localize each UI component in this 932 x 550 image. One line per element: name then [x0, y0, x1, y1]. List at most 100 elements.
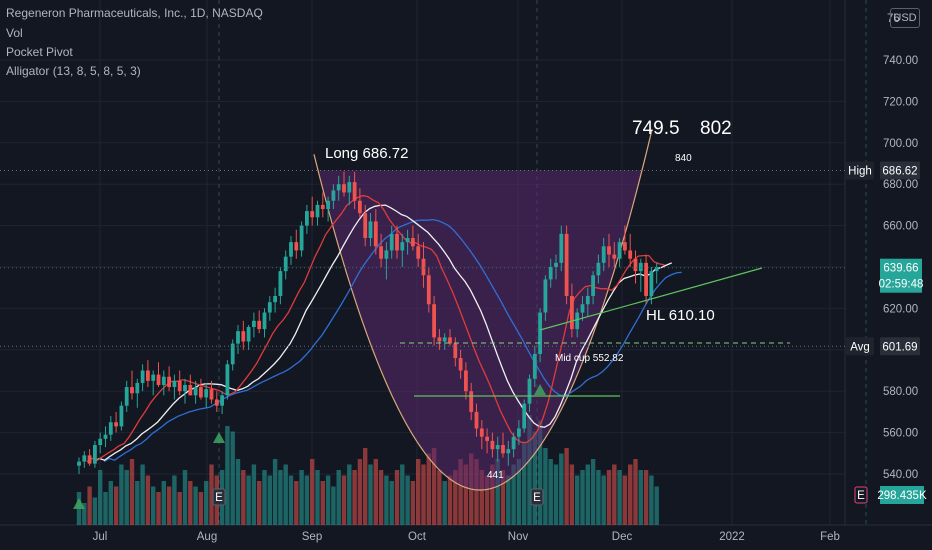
price-axis: 540.00560.00580.00600.00620.00640.00660.…	[883, 13, 918, 481]
high-value-bg	[880, 161, 920, 180]
candle-body	[299, 225, 304, 251]
volume-bar	[278, 470, 283, 525]
earnings-marker[interactable]: E	[530, 488, 544, 506]
volume-bar	[442, 481, 447, 525]
avg-label: Avg	[850, 341, 870, 353]
volume-bar	[421, 464, 426, 525]
candle-body	[580, 304, 585, 313]
x-tick-label: Sep	[302, 531, 322, 543]
candle-body	[453, 343, 458, 359]
x-tick-label: 2022	[719, 531, 745, 543]
candle-body	[289, 242, 293, 257]
volume-bar	[230, 431, 235, 525]
candle-body	[252, 320, 256, 328]
volume-bar	[628, 464, 633, 525]
volume-bar	[336, 470, 341, 525]
x-tick-label: Oct	[408, 531, 427, 543]
candle-body	[204, 389, 209, 398]
pocket-pivot-marker[interactable]	[534, 384, 546, 395]
candle-body	[278, 271, 283, 296]
earnings-axis-badge[interactable]	[854, 486, 868, 504]
currency-button[interactable]: USD	[890, 8, 920, 28]
volume-bar	[633, 459, 638, 525]
annotation-target3: 840	[675, 153, 692, 164]
candle-body	[331, 190, 336, 201]
candle-body	[395, 233, 399, 251]
volume-bar	[569, 464, 575, 525]
volume-bar	[479, 470, 484, 525]
candle-body	[596, 262, 601, 276]
pocket-pivot-marker[interactable]	[213, 432, 225, 443]
volume-bar	[352, 470, 357, 525]
volume-bar	[453, 470, 458, 525]
volume-bar	[495, 459, 500, 525]
volume-bar	[431, 448, 437, 525]
candle-body	[564, 233, 569, 296]
volume-bar	[596, 470, 601, 525]
candle-body	[517, 428, 521, 437]
candle-body	[236, 331, 240, 344]
volume-bar	[193, 486, 198, 525]
candle-body	[283, 256, 288, 272]
candle-body	[607, 246, 611, 255]
volume-bar	[612, 464, 617, 525]
candle-body	[543, 279, 548, 313]
annotation-target2: 802	[700, 118, 732, 139]
volume-bar	[394, 470, 400, 525]
candle-body	[432, 304, 436, 338]
volume-bar	[511, 464, 516, 525]
legend-alligator[interactable]: Alligator (13, 8, 5, 8, 5, 3)	[6, 64, 141, 78]
candle-body	[373, 221, 378, 247]
volume-bar	[347, 464, 352, 525]
annotation-mid-cup: Mid cup 552.82	[555, 353, 624, 364]
x-tick-label: Dec	[612, 531, 633, 543]
volume-bar	[161, 481, 166, 525]
volume-bar	[315, 470, 320, 525]
volume-bar	[585, 464, 590, 525]
volume-bar	[564, 448, 569, 525]
volume-bar	[553, 464, 559, 525]
ma-blue-line	[103, 218, 682, 463]
volume-bar	[225, 426, 230, 525]
pocket-pivot-marker[interactable]	[73, 498, 85, 509]
candle-body	[458, 358, 463, 371]
volume-bar	[82, 503, 87, 525]
candle-body	[548, 267, 553, 280]
volume-bar	[166, 486, 172, 525]
candle-body	[437, 337, 442, 342]
volume-bar	[320, 481, 325, 525]
price-tags: High 686.62 639.66 02:59:48 Avg 601.69 298.435…	[846, 161, 927, 504]
volume-bar	[241, 470, 246, 525]
volume-bar	[209, 464, 214, 525]
volume-bar	[458, 459, 463, 525]
legend-volume[interactable]: Vol	[6, 26, 23, 40]
volume-bar	[384, 475, 389, 525]
candles	[77, 171, 659, 474]
candle-body	[495, 445, 500, 450]
volume-bar	[357, 459, 363, 525]
earnings-letter: E	[533, 492, 541, 504]
volume-bar	[124, 470, 129, 525]
candle-body	[358, 200, 362, 214]
cup-outline	[313, 129, 653, 491]
legend-pocket-pivot[interactable]: Pocket Pivot	[6, 45, 73, 59]
candle-body	[538, 312, 542, 354]
volume-bar	[638, 470, 643, 525]
candle-body	[522, 403, 527, 429]
candle-body	[124, 387, 129, 406]
volume-bar	[129, 459, 135, 525]
candle-body	[140, 370, 145, 383]
candle-body	[479, 428, 484, 437]
candle-body	[554, 262, 558, 267]
volume-bar	[341, 475, 347, 525]
earnings-marker[interactable]: E	[212, 488, 226, 506]
symbol-title[interactable]: Regeneron Pharmaceuticals, Inc., 1D, NAS…	[6, 6, 263, 20]
volume-bar	[331, 486, 336, 525]
candle-body	[411, 238, 415, 247]
volume-bar	[654, 486, 659, 525]
candle-body	[570, 295, 574, 330]
volume-bar	[617, 470, 622, 525]
